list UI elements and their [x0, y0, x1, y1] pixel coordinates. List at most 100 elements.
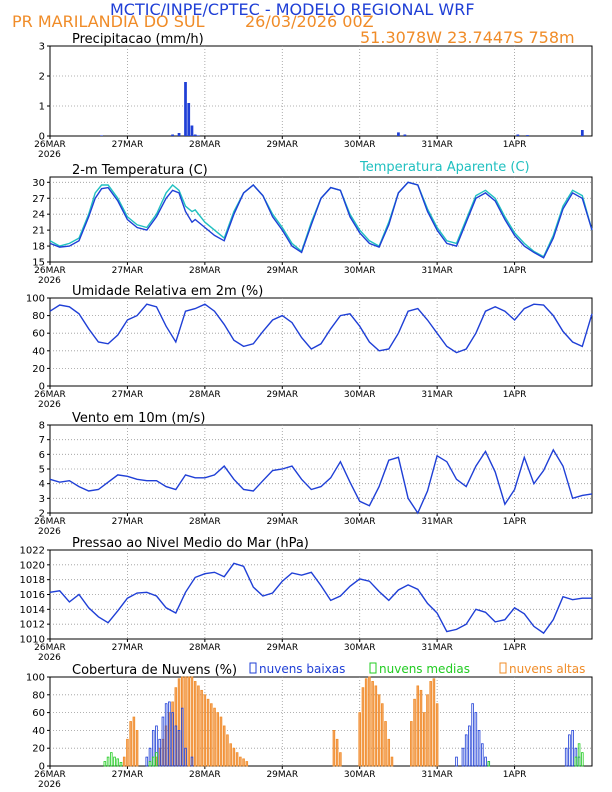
clouds-bar-nuvens-medias [116, 758, 120, 767]
temp-x-tick-label: 1APR [503, 266, 527, 276]
temp-y-tick-label: 15 [32, 258, 45, 269]
clouds-bar-nuvens-altas [368, 676, 371, 767]
precip-frame [49, 45, 593, 137]
wind-x-tick-label: 26MAR [34, 517, 66, 527]
rh-year-label: 2026 [38, 400, 61, 410]
temp-x-tick-label: 27MAR [112, 266, 144, 276]
precip-bar [171, 134, 174, 136]
precip-bar [177, 133, 181, 136]
pressure-line-pressao [49, 562, 592, 635]
clouds-bar-nuvens-altas [206, 698, 210, 767]
precip-x-tick-label: 28MAR [189, 140, 221, 150]
temp-panel [47, 176, 593, 265]
clouds-bar-nuvens-medias [577, 743, 581, 767]
precip-bar [516, 134, 520, 136]
clouds-bar-nuvens-altas [210, 703, 213, 767]
pressure-panel [47, 549, 593, 642]
clouds-bar-nuvens-baixas [184, 747, 187, 767]
run-date-label: 26/03/2026 00Z [245, 12, 374, 31]
legend-swatch [369, 662, 377, 674]
clouds-bar-nuvens-altas [190, 676, 194, 767]
clouds-bar-nuvens-medias [106, 756, 110, 767]
temp-line-2-m-temperatura-c- [49, 181, 593, 259]
clouds-bar-nuvens-altas [135, 730, 139, 767]
precip-x-tick-label: 26MAR [34, 140, 66, 150]
clouds-bar-nuvens-altas [187, 676, 190, 767]
pressure-y-tick-label: 1022 [20, 546, 45, 557]
clouds-bar-nuvens-baixas [190, 756, 194, 767]
precip-y-tick-label: 1 [39, 102, 45, 113]
clouds-x-tick-label: 26MAR [34, 770, 66, 780]
clouds-y-tick-label: 100 [26, 673, 45, 684]
clouds-bar-nuvens-baixas [461, 747, 465, 767]
rh-x-tick-label: 27MAR [112, 390, 144, 400]
clouds-bar-nuvens-altas [387, 738, 391, 767]
clouds-y-tick-label: 40 [32, 726, 45, 737]
precip-x-tick-label: 1APR [503, 140, 527, 150]
rh-y-tick-label: 80 [32, 311, 45, 322]
clouds-frame [49, 676, 593, 767]
rh-x-tick-label: 30MAR [344, 390, 376, 400]
clouds-x-tick-label: 28MAR [189, 770, 221, 780]
pressure-y-tick-label: 1014 [20, 605, 45, 616]
precip-title: Precipitacao (mm/h) [72, 32, 204, 47]
wind-y-tick-label: 6 [39, 450, 45, 461]
clouds-y-tick-label: 0 [39, 762, 45, 773]
clouds-bar-nuvens-baixas [484, 756, 487, 767]
location-label: PR MARILANDIA DO SUL [12, 12, 205, 31]
rh-panel [47, 297, 593, 389]
clouds-y-tick-label: 80 [32, 690, 45, 701]
clouds-bar-nuvens-altas [339, 752, 342, 767]
precip-x-tick-label: 30MAR [344, 140, 376, 150]
temp-line-temperatura-aparente-c- [49, 181, 593, 258]
clouds-bar-nuvens-baixas [474, 712, 478, 767]
clouds-bar-nuvens-baixas [174, 725, 178, 767]
legend-label: nuvens baixas [259, 662, 345, 676]
clouds-bar-nuvens-baixas [471, 703, 474, 767]
rh-line-umidade-relativa [49, 303, 593, 354]
pressure-y-tick-label: 1016 [20, 590, 45, 601]
clouds-bar-nuvens-altas [390, 756, 394, 767]
pressure-x-tick-label: 27MAR [112, 643, 144, 653]
clouds-bar-nuvens-altas [129, 721, 132, 767]
precip-panel [47, 45, 593, 139]
precip-y-tick-label: 0 [39, 132, 45, 143]
clouds-title: Cobertura de Nuvens (%) [72, 663, 237, 678]
clouds-bar-nuvens-baixas [477, 730, 481, 767]
clouds-bar-nuvens-medias [110, 752, 113, 767]
clouds-bar-nuvens-altas [384, 721, 387, 767]
clouds-bar-nuvens-altas [245, 761, 249, 767]
precip-bar [580, 130, 584, 136]
wind-year-label: 2026 [38, 527, 61, 537]
legend-swatch [499, 662, 507, 674]
clouds-bar-nuvens-medias [487, 761, 491, 767]
clouds-bar-nuvens-altas [426, 694, 429, 767]
wind-x-tick-label: 30MAR [344, 517, 376, 527]
temp-subtitle: Temperatura Aparente (C) [359, 160, 530, 175]
clouds-bar-nuvens-altas [335, 738, 339, 767]
precip-x-tick-label: 29MAR [266, 140, 298, 150]
wind-x-tick-label: 28MAR [189, 517, 221, 527]
clouds-x-tick-label: 27MAR [112, 770, 144, 780]
clouds-bar-nuvens-medias [581, 752, 584, 767]
clouds-bar-nuvens-baixas [571, 730, 574, 767]
clouds-bar-nuvens-altas [229, 743, 232, 767]
clouds-bar-nuvens-altas [419, 689, 423, 767]
rh-y-tick-label: 40 [32, 346, 45, 357]
clouds-bar-nuvens-altas [235, 752, 239, 767]
clouds-bar-nuvens-altas [216, 712, 220, 767]
clouds-bar-nuvens-altas [422, 712, 426, 767]
temp-title: 2-m Temperatura (C) [72, 163, 208, 178]
clouds-bar-nuvens-baixas [468, 725, 471, 767]
chart-title: MCTIC/INPE/CPTEC - MODELO REGIONAL WRF [110, 0, 475, 19]
clouds-bar-nuvens-altas [361, 687, 365, 767]
temp-frame [49, 176, 593, 263]
wind-panel [47, 424, 593, 516]
clouds-bar-nuvens-baixas [164, 703, 168, 767]
clouds-bar-nuvens-altas [364, 678, 368, 767]
coordinates-label: 51.3078W 23.7447S 758m [360, 28, 575, 47]
temp-y-tick-label: 30 [32, 178, 45, 189]
wind-y-tick-label: 7 [39, 435, 45, 446]
wind-y-tick-label: 8 [39, 421, 45, 432]
